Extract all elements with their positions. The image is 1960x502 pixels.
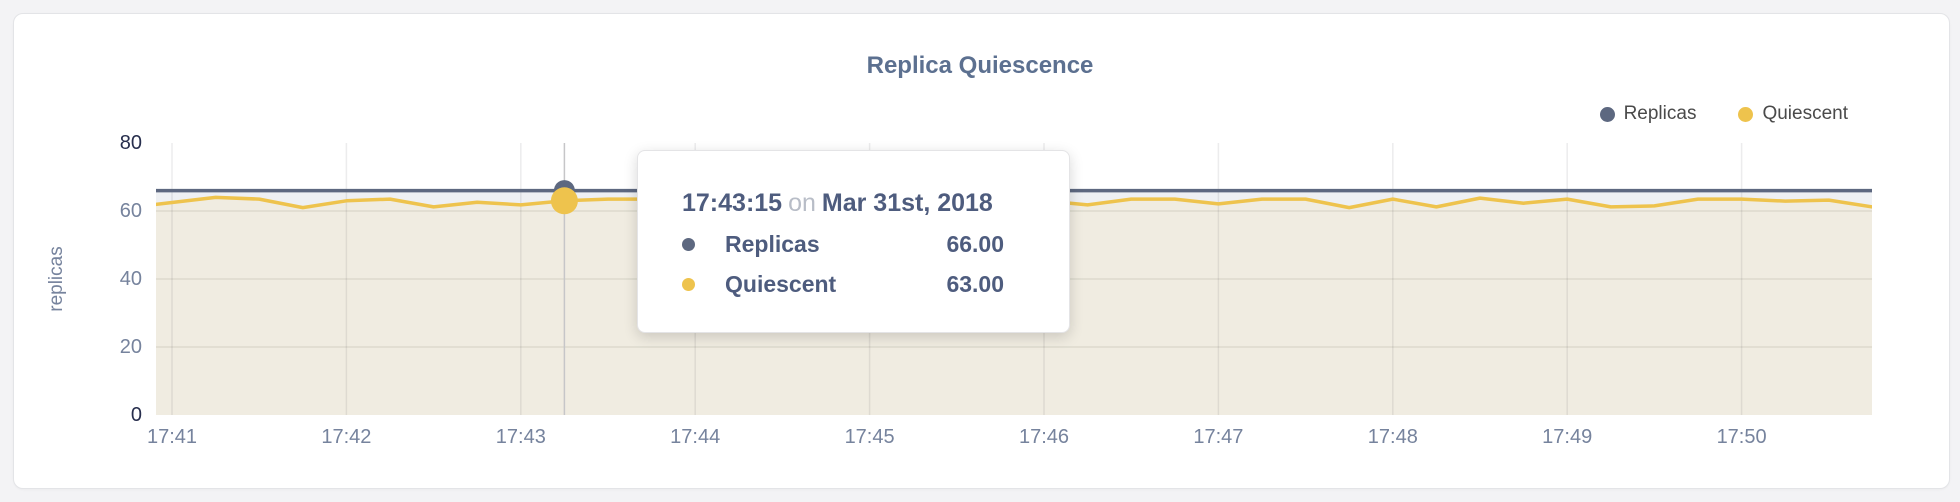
x-tick-label: 17:47 [1193, 426, 1244, 448]
x-tick-label: 17:44 [670, 426, 721, 448]
legend-item-quiescent[interactable]: Quiescent [1738, 103, 1848, 125]
legend-swatch-icon [1738, 106, 1754, 122]
y-axis-title: replicas [46, 246, 67, 312]
tooltip-rows: Replicas 66.00 Quiescent 63.00 [682, 229, 1004, 299]
x-tick-label: 17:50 [1716, 426, 1767, 448]
quiescent-hover-dot-icon [550, 187, 578, 215]
x-tick-label: 17:48 [1367, 426, 1418, 448]
legend-label: Quiescent [1762, 103, 1848, 124]
legend-swatch-icon [1599, 106, 1615, 122]
legend-item-replicas[interactable]: Replicas [1599, 103, 1697, 125]
tooltip-date: Mar 31st, 2018 [821, 189, 993, 217]
tooltip-series-value: 66.00 [946, 230, 1004, 257]
tooltip-time: 17:43:15 [682, 189, 783, 217]
y-tick-label: 80 [119, 132, 142, 154]
legend: Replicas Quiescent [1599, 103, 1848, 125]
x-tick-label: 17:49 [1542, 426, 1593, 448]
tooltip-series-value: 63.00 [946, 270, 1004, 297]
y-tick-label: 60 [119, 200, 142, 222]
x-tick-label: 17:42 [321, 426, 372, 448]
tooltip-swatch-icon [682, 277, 695, 291]
y-tick-label: 20 [119, 336, 142, 358]
chart-title: Replica Quiescence [866, 52, 1094, 79]
tooltip-timestamp: 17:43:15 on Mar 31st, 2018 [682, 187, 1004, 219]
x-tick-label: 17:41 [146, 426, 198, 448]
tooltip-swatch-icon [682, 237, 695, 251]
x-tick-label: 17:43 [495, 426, 546, 448]
tooltip-series-label: Quiescent [725, 270, 837, 297]
legend-label: Replicas [1623, 103, 1697, 124]
x-tick-label: 17:45 [844, 426, 895, 448]
tooltip-series-label: Replicas [725, 230, 820, 257]
tooltip-row-quiescent: Quiescent 63.00 [682, 269, 1004, 299]
tooltip-connector: on [788, 189, 816, 217]
x-tick-label: 17:46 [1018, 426, 1070, 448]
tooltip-row-replicas: Replicas 66.00 [682, 229, 1004, 259]
y-tick-label: 0 [130, 404, 142, 426]
y-tick-label: 40 [119, 268, 142, 290]
chart-tooltip: 17:43:15 on Mar 31st, 2018 Replicas 66.00 Qu… [637, 150, 1070, 333]
